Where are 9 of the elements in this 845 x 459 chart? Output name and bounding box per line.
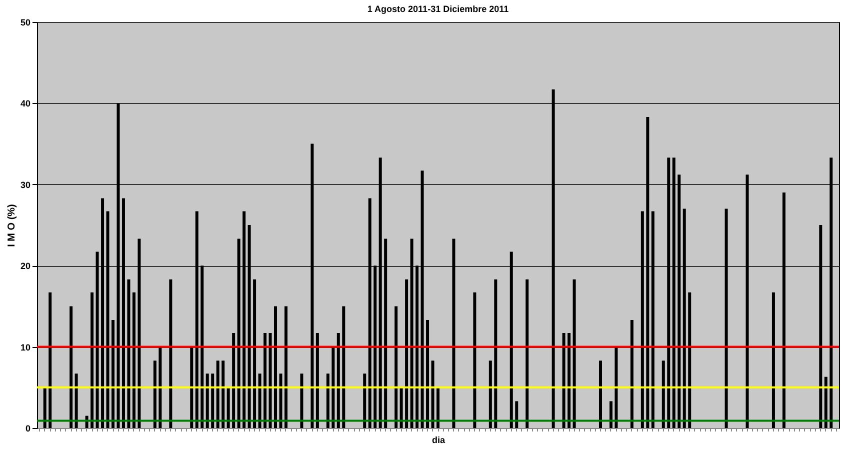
y-tick-label: 40 bbox=[20, 98, 30, 109]
y-tick-label: 30 bbox=[20, 180, 30, 190]
x-axis-title: dia bbox=[432, 435, 446, 445]
chart-title: 1 Agosto 2011-31 Diciembre 2011 bbox=[367, 4, 509, 14]
y-tick-label: 10 bbox=[20, 342, 30, 352]
y-axis-title: I M O (%) bbox=[6, 204, 18, 247]
y-tick-label: 50 bbox=[20, 18, 30, 28]
y-tick-label: 0 bbox=[25, 424, 30, 434]
y-tick-label: 20 bbox=[20, 261, 30, 272]
